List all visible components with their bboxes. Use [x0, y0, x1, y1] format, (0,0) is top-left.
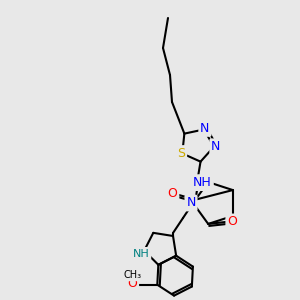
- Text: CH₃: CH₃: [123, 270, 141, 280]
- Text: O: O: [128, 277, 137, 290]
- Text: O: O: [227, 215, 237, 228]
- Text: S: S: [177, 147, 185, 160]
- Text: NH: NH: [193, 176, 212, 189]
- Text: N: N: [211, 140, 220, 153]
- Text: NH: NH: [133, 249, 150, 259]
- Text: N: N: [200, 122, 210, 135]
- Text: O: O: [168, 187, 178, 200]
- Text: N: N: [186, 196, 196, 209]
